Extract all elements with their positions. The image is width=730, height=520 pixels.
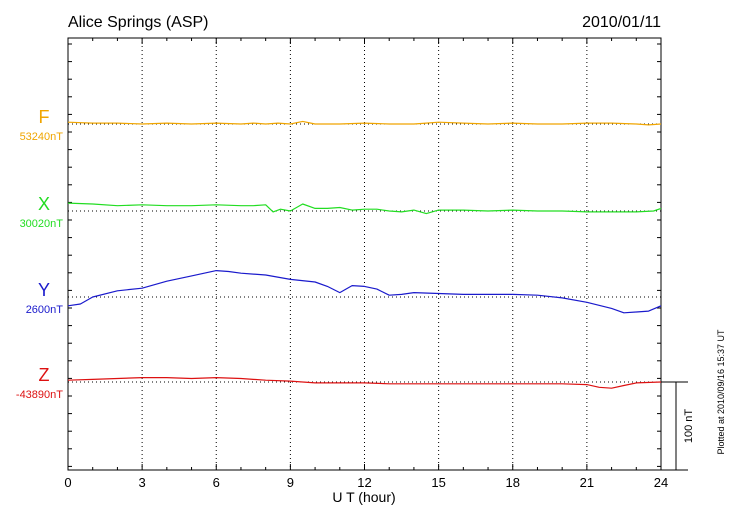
x-tick-labels: 0 3 6 9 12 15 18 21 24	[64, 475, 668, 490]
series-line-x	[67, 202, 662, 215]
scale-bar-label: 100 nT	[683, 409, 695, 444]
date-label: 2010/01/11	[582, 14, 661, 31]
x-tick-label: 0	[64, 475, 71, 490]
x-tick-label: 15	[431, 475, 445, 490]
grid	[68, 38, 661, 470]
scale-bar: 100 nT	[661, 381, 695, 471]
x-tick-label: 12	[357, 475, 371, 490]
tick-marks	[67, 38, 662, 470]
series-layer	[67, 120, 662, 389]
component-name-f: F	[39, 107, 50, 127]
baseline-label-z: -43890nT	[16, 389, 63, 401]
x-tick-label: 18	[506, 475, 520, 490]
x-tick-label: 21	[580, 475, 594, 490]
baseline-label-x: 30020nT	[20, 218, 64, 230]
x-axis-title: U T (hour)	[332, 489, 395, 505]
component-labels: F 53240nT X 30020nT Y 2600nT Z -43890nT	[16, 107, 63, 401]
component-name-x: X	[38, 194, 50, 214]
x-tick-label: 3	[139, 475, 146, 490]
x-tick-label: 9	[287, 475, 294, 490]
component-name-z: Z	[39, 365, 50, 385]
baseline-label-f: 53240nT	[20, 131, 64, 143]
baseline-label-y: 2600nT	[26, 304, 64, 316]
x-tick-label: 24	[654, 475, 668, 490]
series-line-z	[67, 377, 662, 389]
series-line-f	[67, 120, 662, 126]
series-line-y	[67, 270, 662, 314]
station-title: Alice Springs (ASP)	[68, 14, 209, 31]
plotted-note: Plotted at 2010/09/16 15:37 UT	[716, 329, 726, 455]
component-name-y: Y	[38, 280, 50, 300]
x-tick-label: 6	[213, 475, 220, 490]
